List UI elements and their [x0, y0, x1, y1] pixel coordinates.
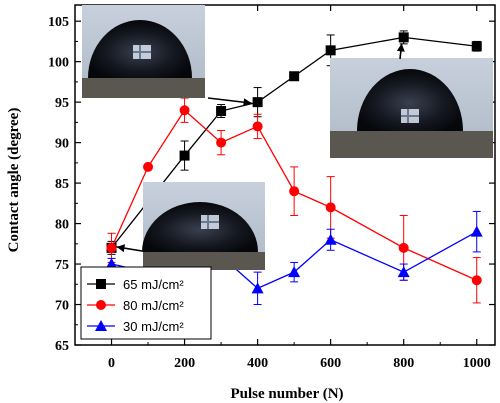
triangle-marker: [105, 258, 118, 270]
square-marker: [96, 279, 106, 289]
x-tick-label: 200: [174, 356, 195, 371]
arrow-to-0-head: [116, 244, 126, 253]
highlight-split: [133, 51, 151, 53]
y-tick-label: 65: [55, 339, 69, 354]
series-line: [111, 36, 477, 249]
y-tick-label: 90: [55, 137, 69, 152]
x-tick-label: 1000: [463, 356, 491, 371]
circle-marker: [106, 242, 117, 253]
series-1: [106, 97, 482, 304]
circle-marker: [289, 186, 300, 197]
droplet: [142, 202, 258, 252]
substrate: [143, 252, 265, 270]
x-tick-label: 600: [320, 356, 341, 371]
triangle-marker: [95, 320, 107, 331]
square-marker: [471, 41, 482, 52]
circle-marker: [252, 121, 263, 132]
triangle-marker: [397, 266, 410, 278]
square-marker: [289, 71, 300, 82]
x-tick-label: 400: [247, 356, 268, 371]
y-tick-label: 105: [48, 15, 69, 30]
circle-marker: [398, 242, 409, 253]
droplet-inset-80-mj-800: [330, 58, 493, 158]
arrow-to-400-head: [243, 98, 252, 107]
triangle-marker: [288, 266, 301, 278]
y-tick-label: 75: [55, 258, 69, 273]
square-marker: [252, 97, 263, 108]
circle-marker: [179, 105, 190, 116]
legend-label: 30 mJ/cm²: [123, 319, 184, 334]
circle-marker: [216, 137, 227, 148]
x-tick-label: 0: [108, 356, 115, 371]
square-marker: [179, 150, 190, 161]
droplet-inset-65-mj: [82, 5, 205, 98]
square-marker: [398, 32, 409, 43]
y-axis-title: Contact angle (degree): [6, 108, 22, 253]
highlight-split: [201, 221, 219, 223]
square-marker: [216, 106, 227, 117]
x-tick-label: 800: [393, 356, 414, 371]
substrate: [330, 131, 493, 158]
y-tick-label: 100: [48, 56, 69, 71]
circle-marker: [96, 300, 106, 310]
y-tick-label: 95: [55, 96, 69, 111]
triangle-marker: [324, 233, 337, 245]
plot-area-border: [74, 4, 496, 346]
droplet: [357, 69, 463, 131]
y-tick-label: 80: [55, 218, 69, 233]
arrow-to-800-head: [396, 43, 405, 52]
y-tick-label: 70: [55, 299, 69, 314]
y-tick-label: 85: [55, 177, 69, 192]
droplet-inset-0-pulse: [142, 182, 265, 270]
triangle-marker: [251, 282, 264, 294]
legend-label: 80 mJ/cm²: [123, 298, 184, 313]
circle-marker: [471, 275, 482, 286]
circle-marker: [325, 202, 336, 213]
highlight-split: [401, 115, 419, 117]
circle-marker: [143, 161, 154, 172]
series-0: [106, 30, 482, 255]
substrate: [82, 78, 205, 98]
triangle-marker: [470, 225, 483, 237]
square-marker: [325, 45, 336, 56]
x-axis-title: Pulse number (N): [230, 386, 343, 402]
legend-label: 65 mJ/cm²: [123, 277, 184, 292]
